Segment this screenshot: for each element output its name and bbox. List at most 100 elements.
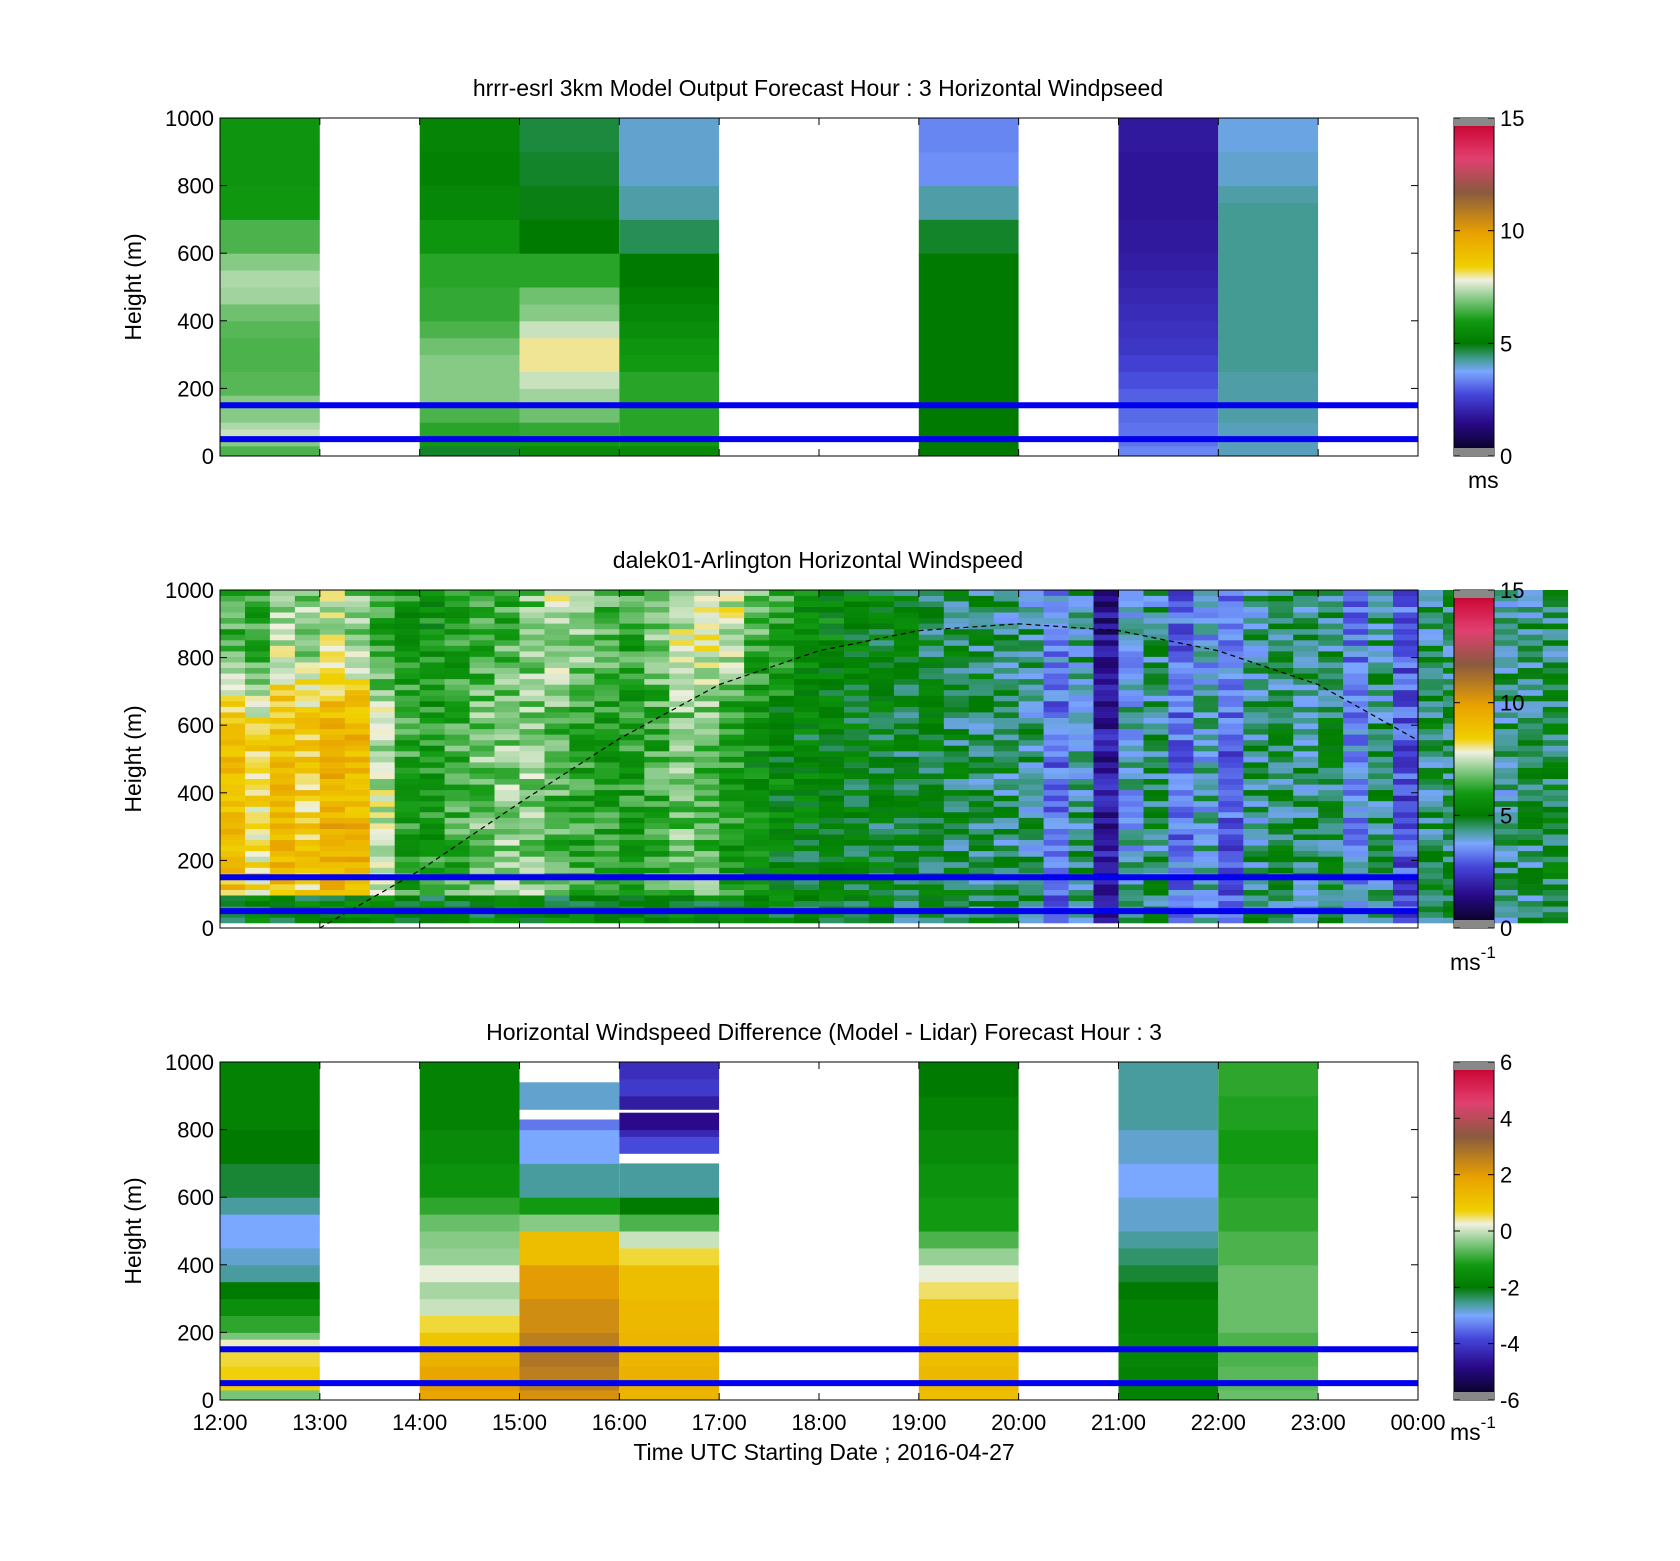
y-tick-label: 600: [177, 713, 214, 738]
heatmap-cell-p1-c40-r41: [1218, 690, 1243, 696]
heatmap-cell-p0-c0-r16: [220, 152, 320, 186]
heatmap-cell-p1-c37-r13: [1144, 845, 1169, 851]
heatmap-cell-p0-c3-r8: [619, 287, 719, 304]
heatmap-cell-p1-c8-r10: [420, 862, 445, 868]
heatmap-cell-p1-c8-r55: [420, 612, 445, 618]
heatmap-cell-p1-c41-r55: [1243, 612, 1268, 618]
heatmap-cell-p1-c12-r9: [520, 867, 545, 873]
heatmap-cell-p1-c21-r6: [744, 884, 769, 890]
heatmap-cell-p1-c44-r54: [1318, 618, 1343, 624]
heatmap-cell-p1-c14-r59: [569, 590, 594, 596]
heatmap-cell-p1-c26-r30: [869, 751, 894, 757]
heatmap-cell-p1-c33-r43: [1044, 679, 1069, 685]
heatmap-cell-p1-c11-r58: [495, 596, 520, 602]
heatmap-cell-p1-c4-r28: [320, 762, 345, 768]
panel-difference-colorbar-unit: ms-1: [1450, 1413, 1496, 1445]
heatmap-cell-p1-c48-r13: [1418, 845, 1443, 851]
heatmap-cell-p1-c15-r52: [594, 629, 619, 635]
heatmap-cell-p1-c25-r27: [844, 768, 869, 774]
heatmap-cell-p1-c5-r0: [345, 917, 370, 923]
heatmap-cell-p1-c41-r58: [1243, 596, 1268, 602]
heatmap-cell-p1-c7-r18: [395, 818, 420, 824]
heatmap-cell-p1-c10-r40: [470, 695, 495, 701]
heatmap-cell-p2-c2-r8: [520, 1197, 620, 1214]
heatmap-cell-p1-c31-r5: [994, 890, 1019, 896]
heatmap-cell-p1-c12-r29: [520, 757, 545, 763]
heatmap-cell-p1-c39-r26: [1193, 773, 1218, 779]
heatmap-cell-p1-c36-r21: [1119, 801, 1144, 807]
heatmap-cell-p1-c47-r46: [1393, 662, 1418, 668]
heatmap-cell-p1-c1-r50: [245, 640, 270, 646]
heatmap-cell-p1-c52-r42: [1518, 684, 1543, 690]
heatmap-cell-p1-c46-r5: [1368, 890, 1393, 896]
heatmap-cell-p1-c52-r30: [1518, 751, 1543, 757]
heatmap-cell-p1-c53-r26: [1543, 773, 1568, 779]
heatmap-cell-p1-c23-r38: [794, 707, 819, 713]
heatmap-cell-p1-c32-r25: [1019, 779, 1044, 785]
heatmap-cell-p1-c10-r4: [470, 895, 495, 901]
heatmap-cell-p1-c29-r58: [944, 596, 969, 602]
heatmap-cell-p1-c14-r40: [569, 695, 594, 701]
heatmap-cell-p1-c6-r37: [370, 712, 395, 718]
heatmap-cell-p1-c14-r6: [569, 884, 594, 890]
heatmap-cell-p1-c7-r26: [395, 773, 420, 779]
heatmap-cell-p1-c7-r40: [395, 695, 420, 701]
heatmap-cell-p1-c38-r58: [1168, 596, 1193, 602]
heatmap-cell-p1-c23-r57: [794, 601, 819, 607]
heatmap-cell-p1-c14-r23: [569, 790, 594, 796]
heatmap-cell-p1-c17-r4: [644, 895, 669, 901]
heatmap-cell-p1-c45-r11: [1343, 856, 1368, 862]
heatmap-cell-p1-c29-r10: [944, 862, 969, 868]
heatmap-cell-p1-c25-r6: [844, 884, 869, 890]
heatmap-cell-p1-c24-r21: [819, 801, 844, 807]
heatmap-cell-p1-c17-r10: [644, 862, 669, 868]
heatmap-cell-p1-c5-r5: [345, 890, 370, 896]
heatmap-cell-p1-c2-r3: [270, 901, 295, 907]
heatmap-cell-p1-c44-r56: [1318, 607, 1343, 613]
heatmap-cell-p1-c0-r35: [220, 723, 245, 729]
heatmap-cell-p1-c31-r24: [994, 784, 1019, 790]
heatmap-cell-p1-c6-r51: [370, 634, 395, 640]
heatmap-cell-p1-c5-r42: [345, 684, 370, 690]
heatmap-cell-p1-c48-r16: [1418, 829, 1443, 835]
heatmap-cell-p1-c31-r12: [994, 851, 1019, 857]
heatmap-cell-p1-c22-r22: [769, 795, 794, 801]
heatmap-cell-p1-c20-r41: [719, 690, 744, 696]
heatmap-cell-p1-c15-r13: [594, 845, 619, 851]
heatmap-cell-p1-c44-r38: [1318, 707, 1343, 713]
heatmap-cell-p1-c36-r6: [1119, 884, 1144, 890]
heatmap-cell-p1-c33-r12: [1044, 851, 1069, 857]
heatmap-cell-p1-c29-r11: [944, 856, 969, 862]
heatmap-cell-p1-c36-r31: [1119, 745, 1144, 751]
heatmap-cell-p1-c28-r21: [919, 801, 944, 807]
heatmap-cell-p1-c22-r23: [769, 790, 794, 796]
heatmap-cell-p1-c44-r53: [1318, 623, 1343, 629]
heatmap-cell-p2-c5-r7: [1119, 1231, 1219, 1248]
heatmap-cell-p1-c40-r44: [1218, 673, 1243, 679]
heatmap-cell-p1-c28-r41: [919, 690, 944, 696]
heatmap-cell-p1-c38-r57: [1168, 601, 1193, 607]
heatmap-cell-p1-c38-r41: [1168, 690, 1193, 696]
heatmap-cell-p1-c21-r31: [744, 745, 769, 751]
heatmap-cell-p1-c39-r53: [1193, 623, 1218, 629]
y-tick-label: 200: [177, 376, 214, 401]
heatmap-cell-p1-c47-r28: [1393, 762, 1418, 768]
x-tick-label: 23:00: [1291, 1410, 1346, 1435]
heatmap-cell-p1-c26-r57: [869, 601, 894, 607]
heatmap-cell-p1-c18-r14: [669, 840, 694, 846]
heatmap-cell-p1-c34-r28: [1069, 762, 1094, 768]
y-tick-label: 200: [177, 1320, 214, 1345]
heatmap-cell-p1-c12-r31: [520, 745, 545, 751]
heatmap-cell-p1-c23-r29: [794, 757, 819, 763]
heatmap-cell-p0-c5-r14: [1119, 152, 1219, 186]
heatmap-cell-p1-c11-r5: [495, 890, 520, 896]
heatmap-cell-p1-c10-r32: [470, 740, 495, 746]
heatmap-cell-p1-c28-r57: [919, 601, 944, 607]
heatmap-cell-p1-c44-r31: [1318, 745, 1343, 751]
heatmap-cell-p1-c3-r35: [295, 723, 320, 729]
heatmap-cell-p1-c43-r13: [1293, 845, 1318, 851]
heatmap-cell-p1-c51-r25: [1493, 779, 1518, 785]
heatmap-cell-p1-c47-r57: [1393, 601, 1418, 607]
heatmap-cell-p1-c11-r40: [495, 695, 520, 701]
heatmap-cell-p1-c47-r3: [1393, 901, 1418, 907]
